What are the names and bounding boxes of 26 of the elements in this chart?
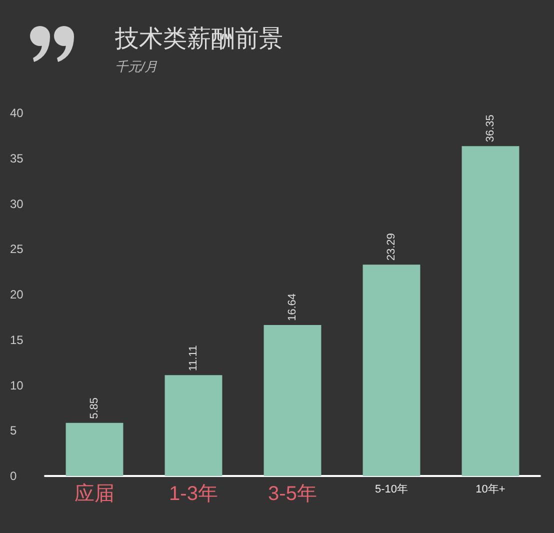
y-tick-label: 20 (10, 288, 24, 302)
chart-title: 技术类薪酬前景 (114, 26, 283, 52)
y-tick-label: 0 (10, 469, 17, 483)
x-tick-label: 3-5年 (268, 483, 317, 505)
y-tick-label: 25 (10, 242, 24, 256)
y-tick-label: 30 (10, 196, 24, 211)
x-tick-label: 5-10年 (374, 484, 408, 496)
data-label: 36.35 (484, 114, 496, 142)
bar (66, 422, 124, 476)
data-label: 11.11 (188, 345, 200, 372)
bar (362, 264, 420, 476)
y-tick-label: 35 (10, 151, 24, 166)
y-tick-label: 10 (10, 378, 24, 392)
data-label: 23.29 (386, 233, 398, 261)
x-tick-label: 1-3年 (169, 483, 218, 505)
bar (462, 146, 520, 476)
chart-subtitle: 千元/月 (115, 59, 158, 74)
y-tick-label: 15 (10, 332, 24, 347)
data-label: 5.85 (88, 397, 100, 419)
y-tick-label: 40 (10, 106, 24, 120)
data-label: 16.64 (286, 293, 298, 321)
x-tick-label: 应届 (74, 483, 114, 505)
bar (164, 375, 222, 476)
x-tick-label: 10年+ (476, 484, 506, 496)
y-tick-label: 5 (10, 424, 17, 438)
bar (264, 324, 322, 476)
